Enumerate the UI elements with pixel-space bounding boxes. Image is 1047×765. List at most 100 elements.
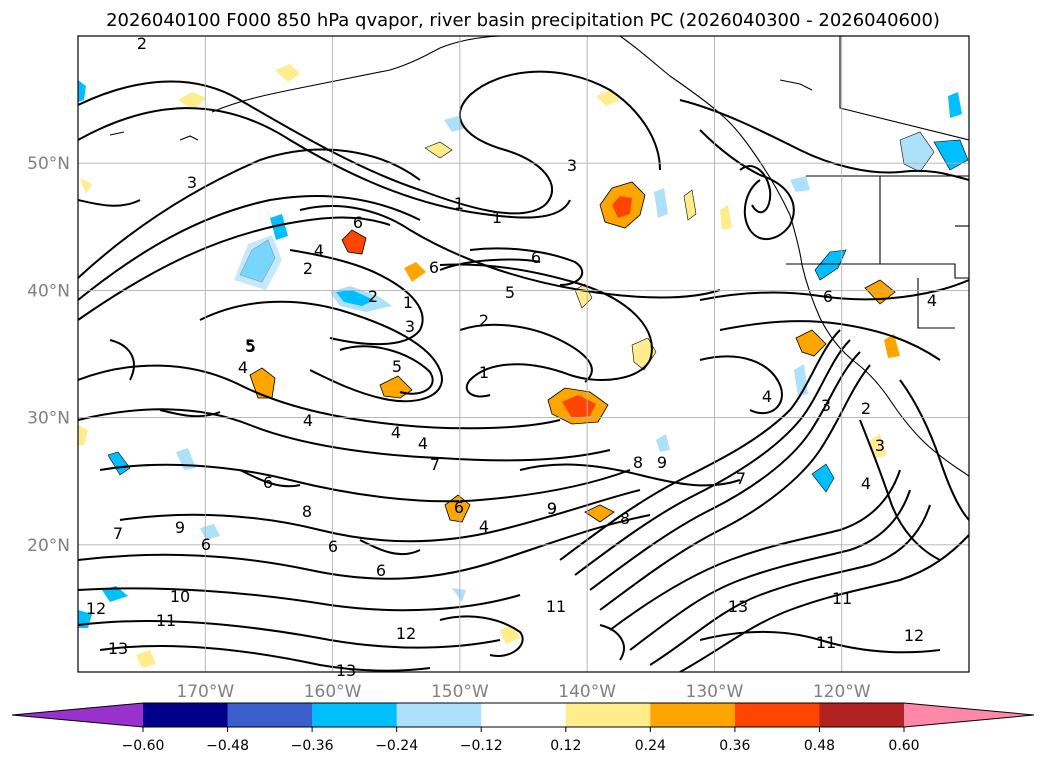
contour-label: 3 [567, 156, 577, 175]
shade-patch [870, 434, 886, 458]
figure-title: 2026040100 F000 850 hPa qvapor, river ba… [106, 10, 940, 31]
border-path [917, 278, 955, 329]
map-frame [77, 35, 970, 673]
shade-patch [948, 92, 962, 118]
contour-line [339, 345, 434, 395]
shade-patch [136, 650, 156, 668]
contour-label: 5 [245, 336, 255, 355]
contour-label: 5 [246, 337, 256, 356]
contour-label: 4 [314, 241, 324, 260]
contour-label: 3 [187, 173, 197, 192]
coastline-path [619, 36, 803, 266]
contour-line [679, 534, 969, 672]
contour-line [159, 409, 221, 418]
contour-line [78, 107, 571, 219]
contour-label: 8 [633, 453, 643, 472]
coastline-path [801, 264, 969, 477]
contour-line [629, 489, 911, 651]
contour-line [439, 615, 524, 657]
lon-tick-label: 130°W [686, 682, 744, 702]
lon-tick-label: 120°W [813, 682, 871, 702]
contour-label: 2 [137, 34, 147, 53]
contour-line [699, 279, 969, 301]
colorbar-extend-low [12, 703, 143, 727]
contour-label: 13 [108, 639, 128, 658]
contour-label: 2 [861, 399, 871, 418]
shade-patch [275, 64, 300, 82]
colorbar-segment [227, 703, 313, 727]
contour-label: 11 [832, 589, 852, 608]
contour-label: 4 [762, 387, 772, 406]
contour-line [78, 195, 421, 301]
contour-label: 12 [396, 624, 416, 643]
contour-label: 4 [303, 411, 313, 430]
contour-line [78, 216, 391, 321]
contour-line [559, 329, 841, 561]
colorbar-tick-label: 0.24 [635, 738, 666, 754]
contour-label: 6 [201, 535, 211, 554]
lon-tick-label: 140°W [558, 682, 616, 702]
coastline-path [179, 135, 199, 141]
lat-tick-label: 30°N [27, 409, 70, 429]
lat-tick-label: 50°N [27, 154, 70, 174]
colorbar-segment [819, 703, 905, 727]
colorbar-tick-label: 0.48 [804, 738, 835, 754]
contour-label: 4 [479, 517, 489, 536]
contour-line [78, 148, 421, 279]
colorbar-extend-high [904, 703, 1034, 727]
contour-line [574, 339, 851, 576]
shade-patch [933, 139, 969, 171]
contour-line [599, 364, 871, 611]
contour-line [78, 620, 501, 649]
contour-label: 11 [546, 597, 566, 616]
colorbar-tick-label: −0.12 [460, 738, 503, 754]
contour-line [599, 624, 625, 661]
shade-patch [80, 178, 92, 194]
contour-label: 7 [430, 455, 440, 474]
contour-label: 13 [728, 597, 748, 616]
colorbar-tick-label: −0.36 [291, 738, 334, 754]
contour-line [859, 419, 941, 561]
contour-label: 6 [454, 498, 464, 517]
longitude-labels: 170°W 160°W 150°W 140°W 130°W 120°W [176, 682, 870, 702]
shade-patch [270, 214, 288, 240]
colorbar-segment [565, 703, 651, 727]
contour-line [439, 258, 541, 271]
contour-label: 9 [657, 453, 667, 472]
contour-label: 6 [353, 213, 363, 232]
shade-patch [683, 189, 697, 221]
contour-line [699, 630, 941, 654]
contour-line [299, 205, 721, 299]
contour-line [109, 339, 135, 381]
graticule [78, 36, 969, 672]
shade-patch [404, 262, 426, 282]
shade-patch [584, 504, 615, 523]
contour-line [99, 463, 631, 503]
contour-label: 4 [861, 474, 871, 493]
shade-patch [249, 367, 276, 399]
colorbar-segment [312, 703, 398, 727]
contour-line [519, 463, 741, 487]
contour-label: 6 [429, 258, 439, 277]
contour-label: 8 [302, 502, 312, 521]
contour-label: 6 [376, 561, 386, 580]
contour-label: 8 [620, 509, 630, 528]
lon-tick-label: 170°W [176, 682, 234, 702]
contour-label: 7 [113, 524, 123, 543]
contour-line [589, 351, 861, 591]
shade-patch [452, 588, 466, 602]
contour-label: 5 [505, 283, 515, 302]
contour-line [239, 469, 301, 488]
contour-label: 11 [156, 611, 176, 630]
contour-label: 9 [175, 518, 185, 537]
colorbar-tick-label: −0.60 [122, 738, 165, 754]
contour-label: 6 [328, 537, 338, 556]
coastline-path [211, 36, 501, 113]
shade-patch [899, 131, 935, 173]
contour-line [99, 644, 431, 672]
contour-line [439, 263, 653, 398]
border-path [786, 263, 969, 279]
colorbar-tick-label: −0.48 [206, 738, 249, 754]
